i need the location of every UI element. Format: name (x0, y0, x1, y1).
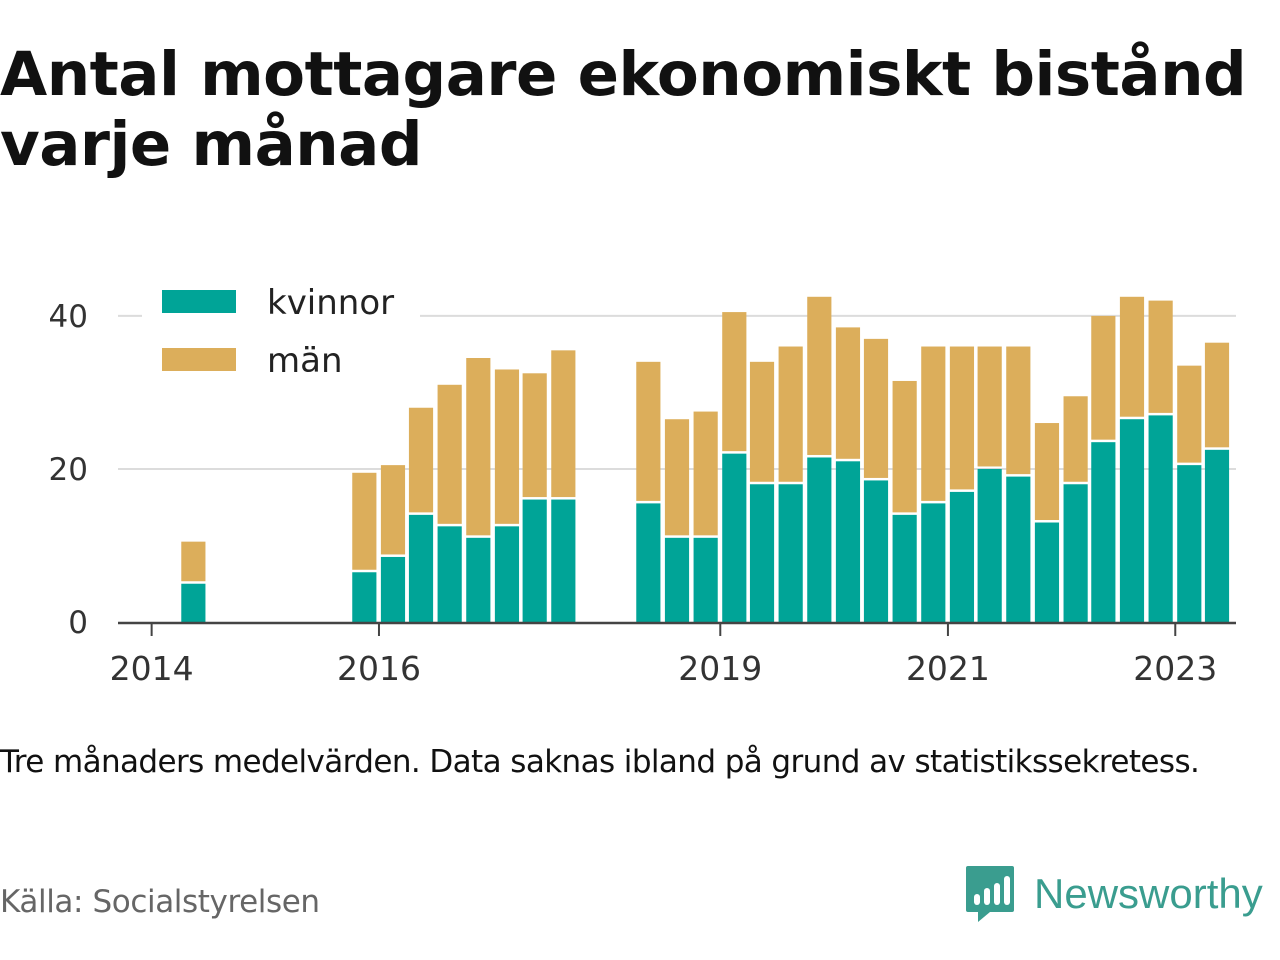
legend-label: kvinnor (267, 283, 394, 323)
bar-kvinnor (949, 491, 975, 622)
bar-man (949, 346, 975, 490)
bar-kvinnor (693, 537, 718, 622)
x-tick-label: 2014 (110, 649, 194, 688)
bar-kvinnor (892, 514, 917, 622)
x-tick-label: 2021 (906, 649, 990, 688)
bar-man (1034, 423, 1060, 521)
bar-man (466, 358, 491, 536)
bar-kvinnor (749, 484, 775, 622)
bar-kvinnor (664, 537, 690, 622)
bar-man (1204, 342, 1230, 448)
bar-kvinnor (636, 503, 661, 622)
bar-kvinnor (380, 556, 406, 622)
bar-kvinnor (1177, 465, 1202, 622)
bar-man (693, 411, 718, 536)
bar-man (1063, 396, 1088, 482)
bar-kvinnor (1034, 522, 1060, 622)
bar-man (522, 373, 547, 498)
bar-kvinnor (977, 468, 1002, 622)
bar-kvinnor (181, 583, 206, 622)
bar-man (835, 327, 861, 459)
bar-man (636, 361, 661, 501)
bar-kvinnor (408, 514, 434, 622)
bar-kvinnor (835, 461, 861, 622)
chart-note: Tre månaders medelvärden. Data saknas ib… (0, 744, 1200, 780)
bar-man (921, 346, 946, 501)
bar-man (863, 338, 889, 478)
bar-kvinnor (863, 480, 889, 622)
bar-kvinnor (1119, 419, 1145, 622)
bar-kvinnor (1204, 449, 1230, 622)
legend-swatch (162, 348, 236, 371)
bar-kvinnor (921, 503, 946, 622)
newsworthy-logo-icon (966, 866, 1014, 922)
bar-man (352, 472, 377, 570)
bar-man (551, 350, 576, 498)
bar-man (1148, 300, 1173, 413)
legend-label: män (267, 341, 343, 381)
bar-kvinnor (807, 457, 832, 622)
y-tick-label: 0 (68, 605, 88, 641)
bars (181, 296, 1230, 622)
y-tick-label: 20 (49, 452, 88, 488)
bar-chart: 0 20 40 2014 2016 2019 2021 2023 kvinnor män (49, 283, 1236, 688)
x-tick-label: 2016 (337, 649, 421, 688)
x-tick-label: 2019 (678, 649, 762, 688)
axes: 0 20 40 2014 2016 2019 2021 2023 (49, 299, 1236, 688)
bar-man (722, 312, 747, 452)
bar-kvinnor (494, 526, 520, 622)
bar-man (1091, 315, 1116, 440)
bar-man (1119, 296, 1145, 417)
legend-swatch (162, 290, 236, 313)
bar-man (1006, 346, 1031, 475)
bar-kvinnor (437, 526, 462, 622)
bar-man (892, 380, 917, 513)
bar-kvinnor (551, 499, 576, 622)
bar-man (778, 346, 803, 482)
bar-kvinnor (1006, 476, 1031, 622)
bar-man (807, 296, 832, 455)
source-label: Källa: Socialstyrelsen (0, 884, 320, 920)
bar-man (494, 369, 520, 524)
x-tick-label: 2023 (1133, 649, 1217, 688)
bar-man (437, 384, 462, 524)
bar-kvinnor (1148, 415, 1173, 622)
bar-man (664, 419, 690, 536)
bar-man (749, 361, 775, 482)
brand-name: Newsworthy (1034, 870, 1263, 917)
legend: kvinnor män (142, 283, 420, 386)
bar-kvinnor (722, 453, 747, 622)
bar-kvinnor (1091, 442, 1116, 622)
chart-title: Antal mottagare ekonomiskt bistånd varje… (0, 39, 1247, 180)
bar-kvinnor (466, 537, 491, 622)
bar-kvinnor (352, 572, 377, 622)
brand-logo[interactable]: Newsworthy (964, 862, 1263, 926)
bar-man (380, 465, 406, 555)
bar-kvinnor (1063, 484, 1088, 622)
bar-man (181, 541, 206, 582)
bar-man (977, 346, 1002, 467)
bar-kvinnor (522, 499, 547, 622)
y-tick-label: 40 (49, 299, 88, 335)
bar-man (408, 407, 434, 513)
bar-kvinnor (778, 484, 803, 622)
bar-man (1177, 365, 1202, 463)
